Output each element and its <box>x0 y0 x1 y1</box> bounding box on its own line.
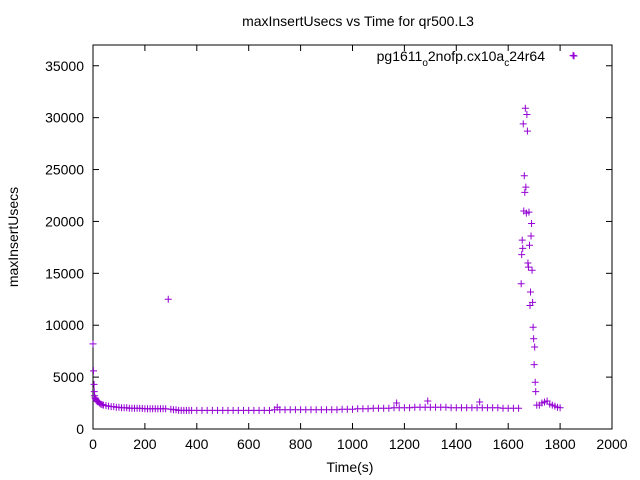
data-point <box>569 51 577 59</box>
data-point <box>520 172 528 180</box>
x-tick-label: 1400 <box>441 436 472 452</box>
data-point <box>521 104 529 112</box>
data-point <box>530 361 538 369</box>
y-tick-label: 10000 <box>45 317 84 333</box>
x-tick-label: 400 <box>185 436 209 452</box>
data-point <box>531 378 539 386</box>
data-point <box>528 266 536 274</box>
data-point <box>529 323 537 331</box>
y-axis-label: maxInsertUsecs <box>5 187 21 287</box>
data-point <box>333 406 341 414</box>
y-tick-label: 15000 <box>45 265 84 281</box>
data-point <box>349 405 356 413</box>
y-axis: 0 5000 10000 15000 20000 25000 30000 35000 <box>45 58 612 437</box>
x-tick-label: 2000 <box>596 436 627 452</box>
data-point <box>528 220 536 228</box>
legend-part-2: 2nofp.cx10a <box>428 48 504 64</box>
x-tick-label: 1800 <box>545 436 576 452</box>
data-point <box>525 208 533 216</box>
data-point <box>517 280 525 288</box>
data-point <box>525 241 533 249</box>
y-tick-label: 25000 <box>45 162 84 178</box>
data-point <box>519 244 527 252</box>
data-point <box>518 236 526 244</box>
y-tick-label: 20000 <box>45 213 84 229</box>
legend-part-1: pg1611 <box>377 48 423 64</box>
data-point <box>90 380 98 388</box>
data-point <box>519 120 527 128</box>
y-tick-label: 30000 <box>45 110 84 126</box>
data-point <box>531 343 539 351</box>
data-point <box>494 404 502 412</box>
x-tick-label: 0 <box>89 436 97 452</box>
legend-part-3: 24r64 <box>509 48 545 64</box>
data-point <box>524 259 532 267</box>
data-point <box>393 399 401 407</box>
y-tick-label: 0 <box>76 421 84 437</box>
x-tick-label: 1200 <box>389 436 420 452</box>
data-point <box>527 232 535 240</box>
data-point <box>529 298 537 306</box>
data-point <box>162 405 170 413</box>
data-point <box>385 404 393 412</box>
plot-frame <box>92 44 613 430</box>
x-tick-label: 200 <box>133 436 157 452</box>
legend: pg1611o2nofp.cx10ac24r64 <box>377 48 578 69</box>
data-point <box>98 401 106 409</box>
chart-title: maxInsertUsecs vs Time for qr500.L3 <box>242 13 474 29</box>
x-tick-label: 1600 <box>493 436 524 452</box>
x-axis: 0 200 400 600 800 1000 1200 1400 1600 1800 2000 <box>89 45 628 452</box>
x-axis-label: Time(s) <box>327 459 374 475</box>
data-point <box>515 404 523 412</box>
y-tick-label: 5000 <box>53 369 84 385</box>
data-point <box>521 188 529 196</box>
data-point <box>556 404 564 412</box>
data-point <box>265 406 273 414</box>
legend-subscript-1: o <box>422 58 428 69</box>
data-point <box>522 183 530 191</box>
data-point <box>532 388 540 396</box>
x-tick-label: 800 <box>289 436 313 452</box>
data-point <box>364 405 372 413</box>
data-point <box>90 367 98 375</box>
data-point <box>89 340 97 348</box>
legend-label: pg1611o2nofp.cx10ac24r64 <box>377 48 546 69</box>
data-point <box>442 403 450 411</box>
data-point <box>518 251 526 259</box>
data-point <box>406 404 414 412</box>
y-tick-label: 35000 <box>45 58 84 74</box>
legend-subscript-2: c <box>504 58 509 69</box>
data-point <box>527 288 535 296</box>
data-point <box>530 335 538 343</box>
x-tick-label: 600 <box>237 436 261 452</box>
data-point <box>524 263 532 271</box>
data-point <box>476 398 484 406</box>
x-tick-label: 1000 <box>337 436 368 452</box>
legend-marker <box>570 52 578 60</box>
data-point <box>164 295 172 303</box>
data-point <box>424 397 432 405</box>
data-point <box>523 127 531 135</box>
data-point <box>523 111 531 119</box>
series-points <box>89 51 577 414</box>
